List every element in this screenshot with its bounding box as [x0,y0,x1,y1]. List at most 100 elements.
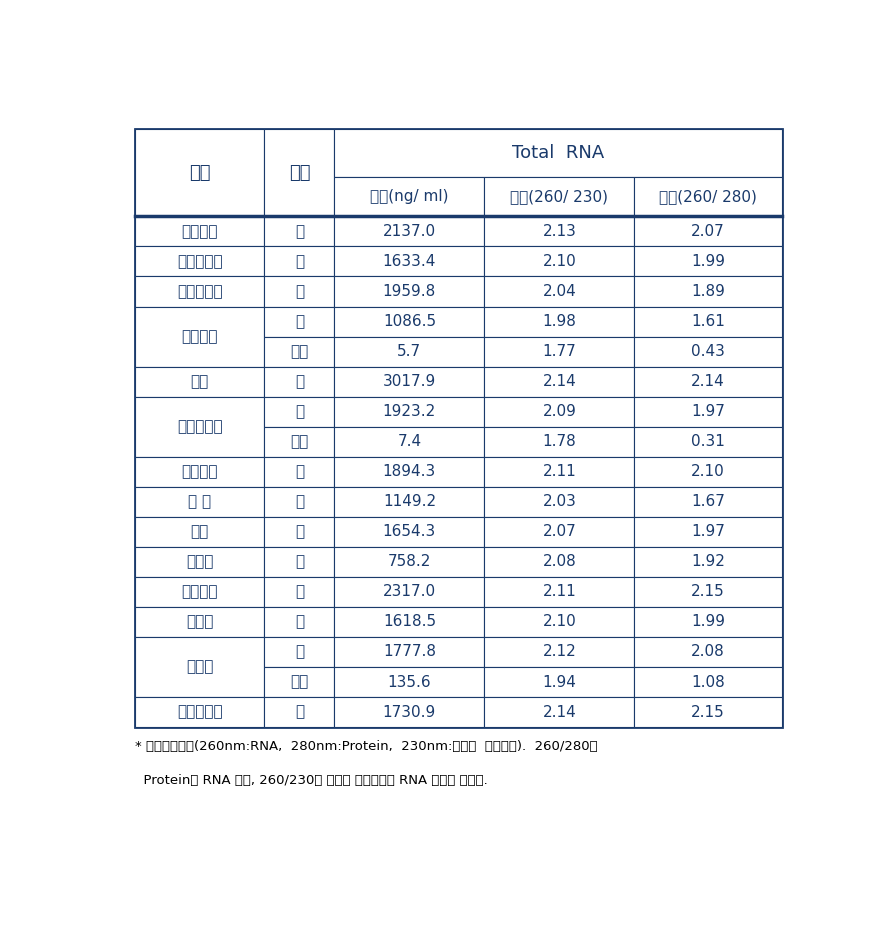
Bar [485,487,635,517]
Text: 1777.8: 1777.8 [383,645,436,660]
Text: 1.78: 1.78 [543,434,576,450]
Text: 1.94: 1.94 [543,674,576,689]
Text: 758.2: 758.2 [388,554,431,570]
Bar [265,246,335,277]
Text: 간: 간 [295,614,304,629]
Text: 간: 간 [295,705,304,720]
Bar [265,637,335,667]
Bar [135,607,265,637]
Text: 간: 간 [295,374,304,389]
Bar [635,277,782,306]
Text: 2.03: 2.03 [543,494,576,510]
Bar [265,216,335,246]
Text: 되지빠귀: 되지빠귀 [181,329,218,344]
Bar [335,697,485,727]
Text: 2.12: 2.12 [543,645,576,660]
Bar [135,577,265,607]
Text: 3017.9: 3017.9 [383,374,436,389]
Bar [335,637,485,667]
Bar [635,607,782,637]
Bar [265,487,335,517]
Text: * 흡수파장비율(260nm:RNA,  280nm:Protein,  230nm:염이나  유기용매).  260/280은: * 흡수파장비율(260nm:RNA, 280nm:Protein, 230nm… [135,740,598,753]
Text: 간: 간 [295,254,304,269]
Text: 호랑지빠귀: 호랑지빠귀 [177,284,223,299]
Bar [135,277,265,306]
Bar [635,517,782,547]
Bar [485,366,635,397]
Text: 순도(260/ 280): 순도(260/ 280) [659,190,757,204]
Text: 왜가리: 왜가리 [186,660,213,674]
Text: 2.11: 2.11 [543,585,576,599]
Text: 간: 간 [295,314,304,329]
Text: 1654.3: 1654.3 [383,524,436,539]
Text: 1.98: 1.98 [543,314,576,329]
Text: 간: 간 [295,494,304,510]
Bar [635,306,782,337]
Text: 혈액: 혈액 [290,434,308,450]
Bar [485,246,635,277]
Text: 135.6: 135.6 [387,674,432,689]
Bar [265,426,335,457]
Bar [635,667,782,697]
Text: 0.31: 0.31 [692,434,725,450]
Text: 1923.2: 1923.2 [383,404,436,419]
Bar [135,216,265,246]
Bar [135,366,265,397]
Text: 2.08: 2.08 [692,645,725,660]
Text: 간: 간 [295,554,304,570]
Text: 간: 간 [295,284,304,299]
Text: 2137.0: 2137.0 [383,224,436,239]
Text: 5.7: 5.7 [397,344,422,359]
Text: 2.14: 2.14 [692,374,725,389]
Text: 2.10: 2.10 [543,614,576,629]
Text: 2.08: 2.08 [543,554,576,570]
Bar [265,547,335,577]
Text: 1.99: 1.99 [691,614,725,629]
Bar [265,607,335,637]
Text: 간: 간 [295,645,304,660]
Bar [335,129,782,178]
Text: 큰유리새: 큰유리새 [181,224,218,239]
Bar [485,277,635,306]
Bar [265,517,335,547]
Text: 2.10: 2.10 [692,464,725,479]
Bar [265,129,335,216]
Bar [485,337,635,366]
Text: 1633.4: 1633.4 [383,254,436,269]
Bar [485,397,635,426]
Text: 1894.3: 1894.3 [383,464,436,479]
Text: 흰배지빠귀: 흰배지빠귀 [177,254,223,269]
Bar [335,607,485,637]
Text: 간: 간 [295,224,304,239]
Bar [265,577,335,607]
Bar [485,577,635,607]
Bar [265,337,335,366]
Bar [335,426,485,457]
Text: 1.89: 1.89 [692,284,725,299]
Text: 0.43: 0.43 [692,344,725,359]
Bar [135,306,265,366]
Bar [135,397,265,457]
Text: 괭이갈매기: 괭이갈매기 [177,705,223,720]
Bar [335,246,485,277]
Text: 간: 간 [295,404,304,419]
Text: 1086.5: 1086.5 [383,314,436,329]
Bar [635,397,782,426]
Text: 1.61: 1.61 [692,314,725,329]
Bar [335,277,485,306]
Bar [265,277,335,306]
Bar [335,547,485,577]
Text: 1.97: 1.97 [692,404,725,419]
Text: 1.99: 1.99 [691,254,725,269]
Bar [335,397,485,426]
Bar [335,577,485,607]
Text: Total  RNA: Total RNA [512,144,605,162]
Text: 1.67: 1.67 [692,494,725,510]
Text: 청딱따구리: 청딱따구리 [177,419,223,434]
Text: 혈액: 혈액 [290,344,308,359]
Bar [485,457,635,487]
Bar [635,487,782,517]
Bar [265,667,335,697]
Bar [485,178,635,216]
Text: 종명: 종명 [189,164,210,181]
